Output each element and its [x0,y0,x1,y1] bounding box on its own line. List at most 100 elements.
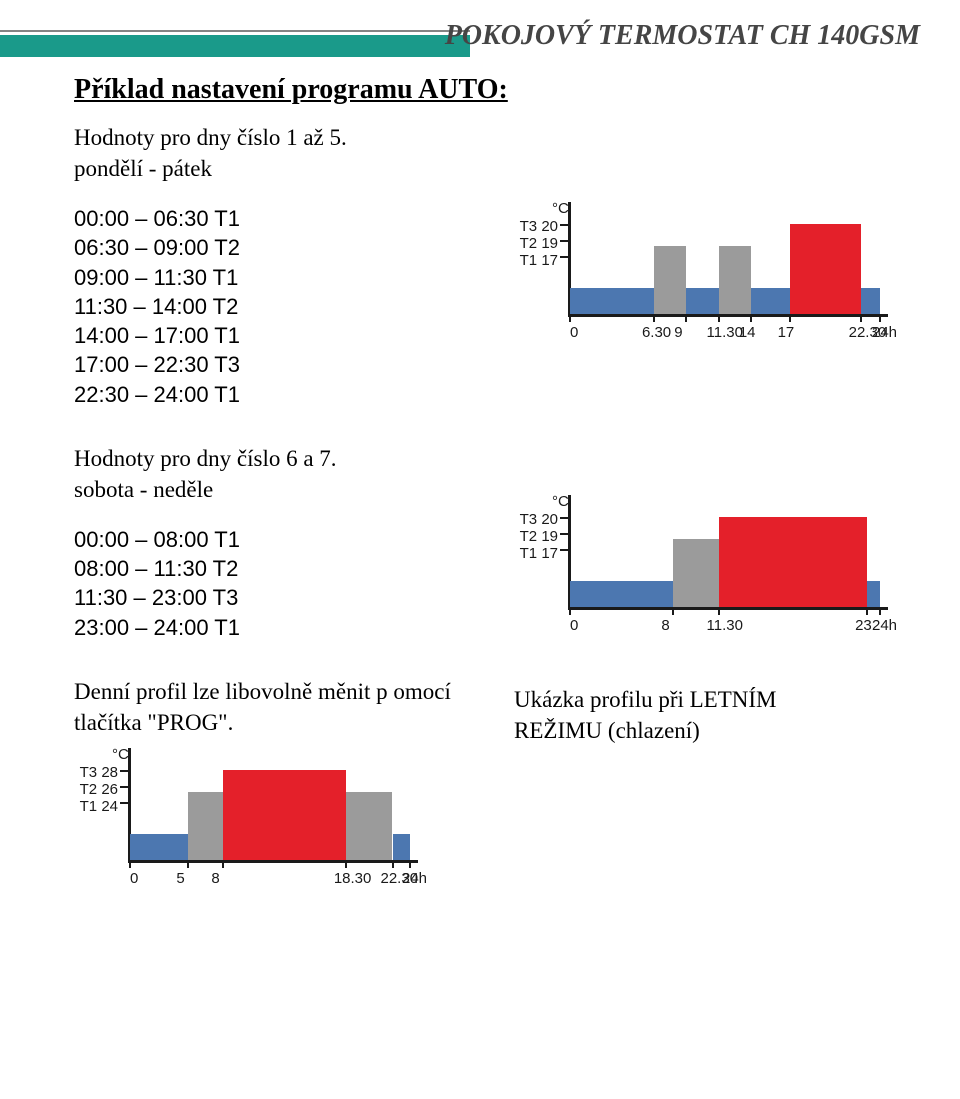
chart-yunit: °C [112,746,129,763]
chart-xlabel: 11.30 [707,617,743,634]
chart-xtick [866,607,868,615]
chart-xlabel: 5 [176,870,184,887]
chart-bar [223,770,346,860]
chart-xlabel: 6.30 [642,324,671,341]
para-summer-caption: Ukázka profilu při LETNÍM REŽIMU (chlaze… [514,684,844,746]
chart-yunit: °C [552,493,569,510]
chart-xtick [569,607,571,615]
chart-ylabel: T2 26 [74,781,118,798]
chart-xtick [129,860,131,868]
chart-xlabel: 23 [855,617,872,634]
chart-bar [673,539,718,607]
chart-ytick [120,802,130,804]
chart-ytick [560,533,570,535]
chart-ytick [560,240,570,242]
schedule-line: 00:00 – 08:00 T1 [74,525,514,554]
chart-xlabel: 0 [570,324,578,341]
chart-bar [719,517,868,607]
chart-xtick [879,314,881,322]
content-area: Příklad nastavení programu AUTO: Hodnoty… [74,74,920,888]
schedule-line: 00:00 – 06:30 T1 [74,204,514,233]
schedule-line: 14:00 – 17:00 T1 [74,321,514,350]
chart-xlabel: 17 [778,324,795,341]
section-title: Příklad nastavení programu AUTO: [74,74,920,106]
chart-xtick [222,860,224,868]
chart-bar [393,834,411,860]
chart-ylabel: T2 19 [514,235,558,252]
chart-xtick [653,314,655,322]
chart-xlabel: 24h [872,324,897,341]
chart-bar [790,224,861,314]
chart-xlabel: 18.30 [334,870,372,887]
chart-bar [188,792,223,860]
chart-xtick [409,860,411,868]
chart-bar [570,581,673,607]
chart-xtick [718,314,720,322]
chart-xlabel: 24h [872,617,897,634]
chart-xtick [685,314,687,322]
brand-title: POKOJOVÝ TERMOSTAT CH 140GSM [445,20,920,52]
chart-ytick [560,549,570,551]
chart-xtick [718,607,720,615]
para-weekday-names: pondělí - pátek [74,153,920,184]
chart-ytick [560,224,570,226]
chart-yunit: °C [552,200,569,217]
schedule-weekday: 00:00 – 06:30 T106:30 – 09:00 T209:00 – … [74,204,514,409]
schedule-line: 08:00 – 11:30 T2 [74,554,514,583]
chart-ylabel: T3 20 [514,511,558,528]
chart-xlabel: 11.30 [707,324,743,341]
chart-axis-x [568,607,888,610]
header-accent-fill [0,35,470,57]
chart-xtick [672,607,674,615]
para-prog-note: Denní profil lze libovolně měnit p omocí… [74,676,454,738]
chart-xlabel: 0 [130,870,138,887]
chart-axis-x [128,860,418,863]
chart-xlabel: 9 [674,324,682,341]
chart-ytick [560,256,570,258]
chart-axis-x [568,314,888,317]
chart-bar [130,834,188,860]
chart-ylabel: T1 17 [514,252,558,269]
para-weekday-range: Hodnoty pro dny číslo 1 až 5. [74,122,920,153]
chart-bar [654,246,686,314]
chart-ylabel: T3 20 [514,218,558,235]
para-weekend-names: sobota - neděle [74,474,920,505]
chart-xlabel: 24h [402,870,427,887]
chart-ytick [120,770,130,772]
schedule-line: 09:00 – 11:30 T1 [74,263,514,292]
chart-ylabel: T2 19 [514,528,558,545]
chart-xlabel: 0 [570,617,578,634]
chart-bar [751,288,790,314]
chart-xlabel: 14 [739,324,756,341]
header-accent-bar [0,30,470,62]
chart-summer: °CT3 28T2 26T1 2405818.3022.3024h [74,764,440,888]
schedule-line: 17:00 – 22:30 T3 [74,350,514,379]
chart-xtick [750,314,752,322]
chart-xlabel: 8 [661,617,669,634]
schedule-line: 06:30 – 09:00 T2 [74,233,514,262]
chart-ytick [560,517,570,519]
chart-bar [686,288,718,314]
schedule-weekend: 00:00 – 08:00 T108:00 – 11:30 T211:30 – … [74,525,514,642]
chart-xtick [345,860,347,868]
schedule-line: 11:30 – 23:00 T3 [74,583,514,612]
chart-bar [346,792,393,860]
chart-ylabel: T1 24 [74,798,118,815]
schedule-line: 23:00 – 24:00 T1 [74,613,514,642]
chart-weekday: °CT3 20T2 19T1 1706.30911.30141722.3024h [514,218,910,342]
chart-xtick [569,314,571,322]
schedule-line: 11:30 – 14:00 T2 [74,292,514,321]
chart-ylabel: T1 17 [514,545,558,562]
chart-bar [570,288,654,314]
chart-xtick [187,860,189,868]
chart-bar [719,246,751,314]
chart-ylabel: T3 28 [74,764,118,781]
chart-bar [867,581,880,607]
chart-xtick [860,314,862,322]
chart-bar [861,288,880,314]
chart-xtick [392,860,394,868]
para-weekend-range: Hodnoty pro dny číslo 6 a 7. [74,443,920,474]
chart-xlabel: 8 [211,870,219,887]
chart-ytick [120,786,130,788]
schedule-line: 22:30 – 24:00 T1 [74,380,514,409]
